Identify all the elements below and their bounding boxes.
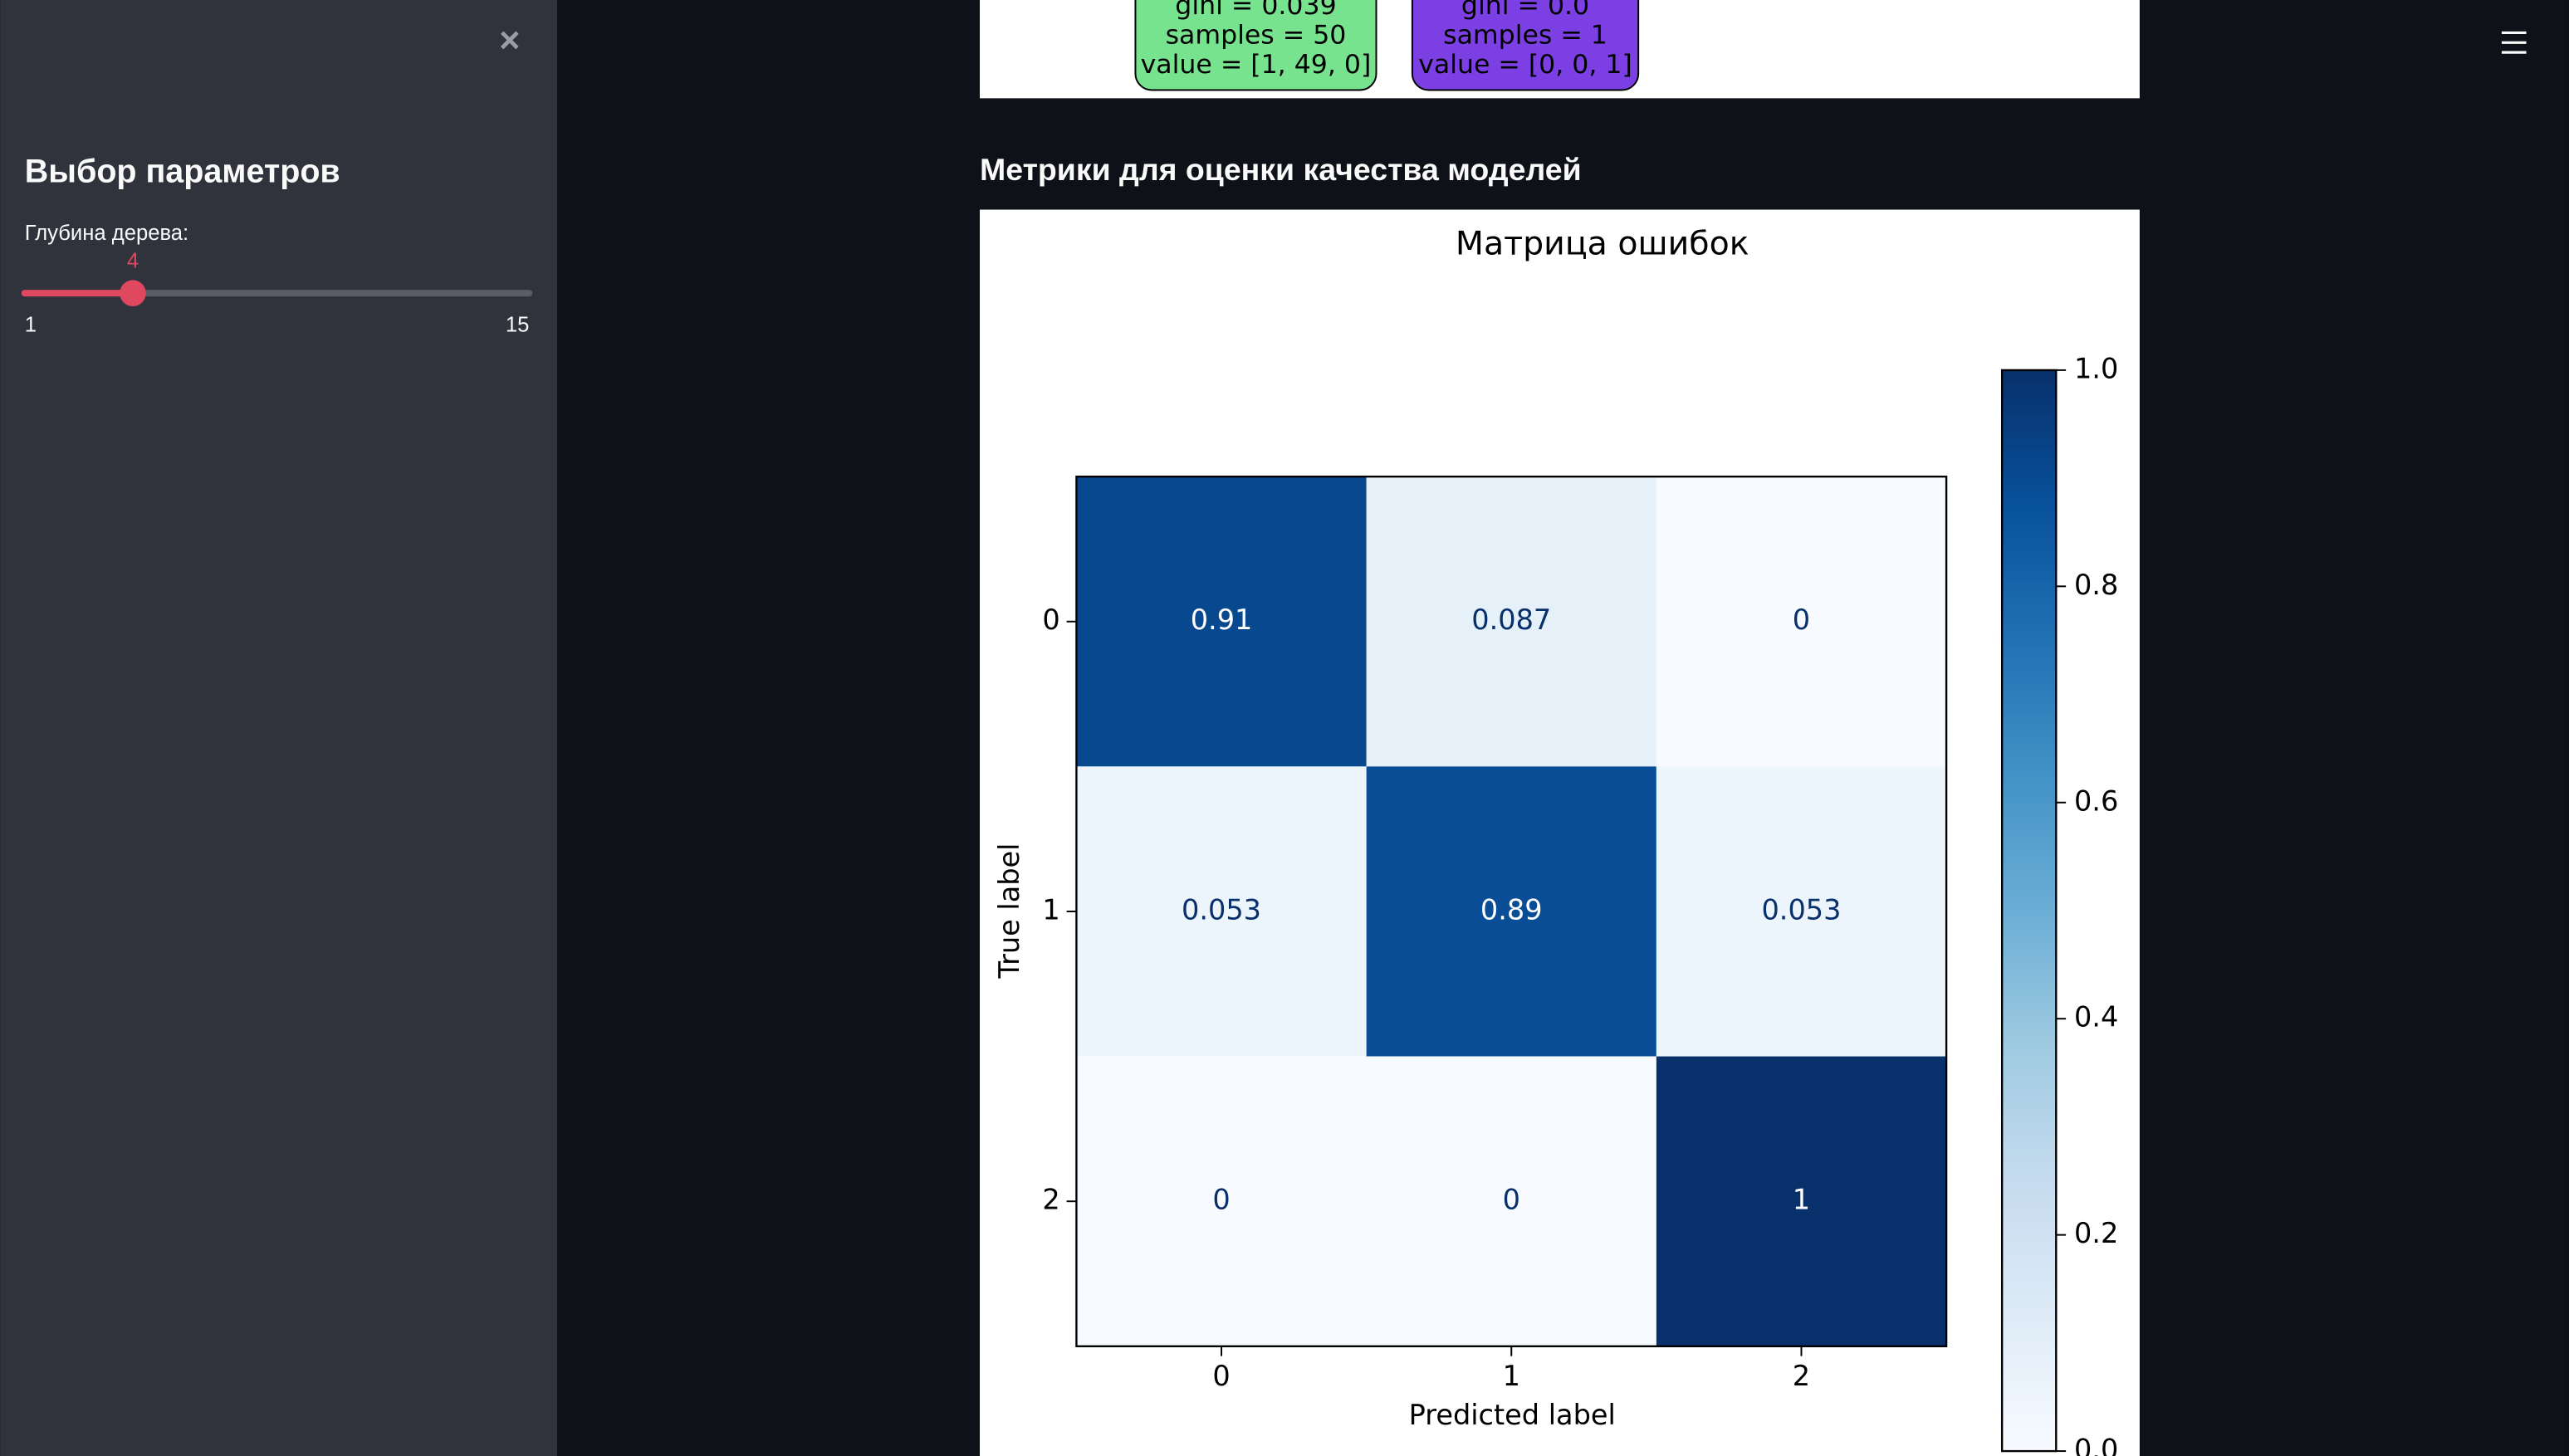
- colorbar-tick-label: 0.0: [2074, 1434, 2118, 1456]
- y-axis-label: True label: [993, 843, 1025, 979]
- heatmap-cell: [1076, 1056, 1367, 1346]
- tree-node-text: samples = 1: [1443, 20, 1607, 50]
- cell-label: 0.087: [1471, 603, 1551, 636]
- cell-label: 0.053: [1182, 893, 1261, 926]
- menu-button[interactable]: [2501, 31, 2527, 54]
- tree-node-text: samples = 50: [1166, 20, 1347, 50]
- tree-node-text: gini = 0.0: [1461, 0, 1589, 21]
- y-tick-label: 1: [1042, 893, 1059, 926]
- slider-max: 15: [506, 313, 530, 336]
- cell-label: 0: [1793, 603, 1810, 636]
- heatmap-cell: [1076, 766, 1367, 1057]
- tree-node-text: value = [0, 0, 1]: [1418, 50, 1632, 80]
- heatmap-cell: [1366, 1056, 1656, 1346]
- heatmap-cell: [1076, 476, 1367, 767]
- y-tick-label: 2: [1042, 1184, 1059, 1216]
- confusion-matrix: 0.91 0.087 0 0.053 0.89 0.053 0 0 1 0 1 2 0 1 2 0.0 0.2 0…: [1042, 352, 2118, 1456]
- colorbar-tick-label: 0.4: [2074, 1001, 2118, 1033]
- heatmap-cell: [1366, 476, 1656, 767]
- tree-node: [1411, 0, 1640, 91]
- heatmap-cell: [1366, 766, 1656, 1057]
- cell-label: 0.91: [1191, 603, 1253, 636]
- colorbar-tick-label: 0.8: [2074, 569, 2118, 601]
- x-tick-label: 2: [1793, 1360, 1810, 1392]
- cell-label: 0: [1503, 1184, 1520, 1216]
- cell-label: 1: [1793, 1184, 1810, 1216]
- colorbar-tick-label: 0.6: [2074, 784, 2118, 817]
- tree-node-text: gini = 0.039: [1175, 0, 1336, 21]
- colorbar-tick-label: 1.0: [2074, 352, 2118, 384]
- x-tick-label: 0: [1212, 1360, 1230, 1392]
- slider-label: Глубина дерева:: [25, 222, 188, 245]
- heatmap-cell: [1656, 766, 1947, 1057]
- heatmap-cell: [1656, 1056, 1947, 1346]
- x-axis-label: Predicted label: [1409, 1399, 1616, 1431]
- slider-thumb[interactable]: [120, 280, 146, 306]
- slider[interactable]: 4: [21, 249, 533, 306]
- colorbar: [2000, 369, 2058, 1453]
- y-tick-label: 0: [1042, 603, 1059, 636]
- cell-label: 0: [1212, 1184, 1230, 1216]
- cell-label: 0.89: [1480, 893, 1543, 926]
- tree-node-text: value = [1, 49, 0]: [1141, 50, 1372, 80]
- x-tick-label: 1: [1503, 1360, 1520, 1392]
- heatmap-cell: [1656, 476, 1947, 767]
- cell-label: 0.053: [1761, 893, 1841, 926]
- chart-title: Матрица ошибок: [1456, 224, 1749, 262]
- slider-min: 1: [25, 313, 37, 336]
- colorbar-tick-label: 0.2: [2074, 1217, 2118, 1249]
- close-button[interactable]: ×: [499, 21, 520, 61]
- section-heading: Метрики для оценки качества моделей: [980, 152, 1582, 187]
- sidebar-title: Выбор параметров: [25, 154, 340, 190]
- slider-value: 4: [127, 249, 139, 272]
- sidebar: [0, 0, 557, 1456]
- tree-node: [1134, 0, 1377, 91]
